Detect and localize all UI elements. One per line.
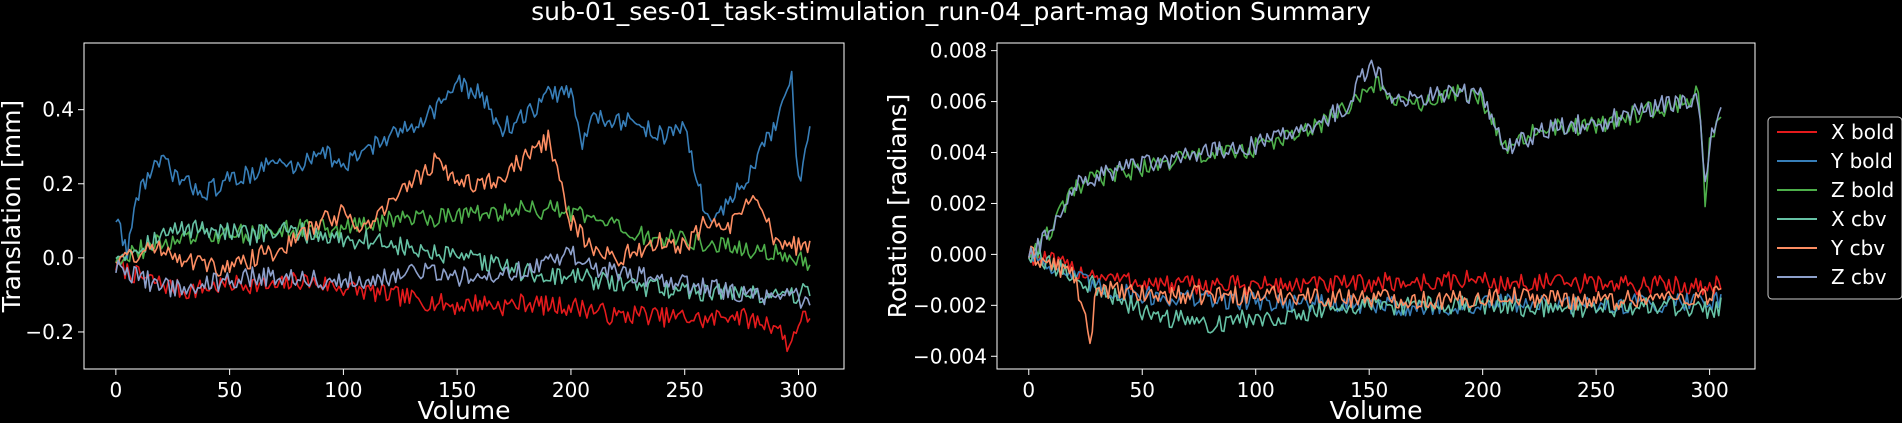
legend-item-y-cbv: Y cbv	[1777, 236, 1885, 260]
rotation-plot: 0 50 100 150 200 250 300 −0.004 −0.002 0.000 0.002…	[883, 39, 1756, 423]
translation-x-tick-label: 250	[666, 378, 704, 402]
translation-series-z-bold	[115, 199, 811, 271]
translation-y-tick-label: −0.2	[25, 320, 74, 344]
legend-label: X cbv	[1831, 207, 1887, 231]
translation-y-tick-label: 0.2	[42, 172, 74, 196]
translation-series-y-cbv	[115, 129, 811, 277]
rotation-series-z-cbv	[1028, 59, 1722, 259]
legend-label: Y cbv	[1830, 236, 1885, 260]
rotation-y-tick-label: 0.002	[930, 191, 987, 215]
rotation-y-tick-label: 0.008	[930, 39, 987, 63]
rotation-x-tick-label: 250	[1577, 378, 1615, 402]
translation-x-tick-label: 50	[217, 378, 242, 402]
rotation-x-tick-label: 100	[1237, 378, 1275, 402]
rotation-x-tick-label: 50	[1130, 378, 1155, 402]
translation-y-axis-label: Translation [mm]	[0, 100, 26, 313]
legend-label: Z cbv	[1831, 265, 1887, 289]
rotation-series-x-bold	[1028, 250, 1722, 296]
legend-label: Y bold	[1830, 149, 1893, 173]
legend-label: Z bold	[1831, 178, 1894, 202]
rotation-series-y-cbv	[1028, 245, 1722, 345]
translation-series-z-cbv	[115, 245, 811, 309]
translation-x-tick-label: 200	[552, 378, 590, 402]
legend-item-z-cbv: Z cbv	[1777, 265, 1887, 289]
rotation-y-tick-label: −0.002	[913, 293, 987, 317]
rotation-y-tick-label: 0.004	[930, 141, 987, 165]
rotation-series-x-cbv	[1028, 247, 1722, 334]
translation-x-tick-label: 0	[109, 378, 122, 402]
translation-y-tick-label: 0.4	[42, 98, 74, 122]
rotation-y-axis-label: Rotation [radians]	[883, 94, 912, 319]
rotation-y-tick-label: 0.006	[930, 90, 987, 114]
rotation-x-axis-label: Volume	[1330, 396, 1423, 423]
figure-title: sub-01_ses-01_task-stimulation_run-04_pa…	[531, 0, 1371, 26]
translation-plot: 0 50 100 150 200 250 300 −0.2 0.0 0.2 0.4 Volume T…	[0, 42, 845, 423]
translation-x-tick-label: 150	[438, 378, 476, 402]
legend-item-x-cbv: X cbv	[1777, 207, 1887, 231]
rotation-y-tick-label: −0.004	[913, 344, 987, 368]
translation-plot-frame	[83, 42, 845, 370]
translation-x-tick-label: 300	[779, 378, 817, 402]
legend-item-y-bold: Y bold	[1777, 149, 1893, 173]
rotation-series-z-bold	[1028, 75, 1722, 259]
rotation-x-tick-label: 200	[1464, 378, 1502, 402]
rotation-series-layer	[1028, 59, 1722, 345]
rotation-y-tick-label: 0.000	[930, 242, 987, 266]
rotation-plot-frame	[996, 42, 1756, 370]
translation-x-tick-label: 100	[324, 378, 362, 402]
translation-x-axis-label: Volume	[418, 396, 511, 423]
legend-box	[1767, 116, 1902, 300]
rotation-x-tick-label: 0	[1022, 378, 1035, 402]
legend-item-x-bold: X bold	[1777, 120, 1894, 144]
legend-label: X bold	[1831, 120, 1894, 144]
rotation-ticks: 0 50 100 150 200 250 300 −0.004 −0.002 0.000 0.002…	[913, 39, 1729, 402]
legend: X bold Y bold Z bold X cbv Y cbv Z cbv	[1767, 116, 1902, 300]
translation-series-layer	[115, 70, 811, 353]
translation-y-tick-label: 0.0	[42, 246, 74, 270]
legend-item-z-bold: Z bold	[1777, 178, 1894, 202]
rotation-x-tick-label: 150	[1350, 378, 1388, 402]
translation-series-x-bold	[115, 257, 811, 353]
translation-series-y-bold	[115, 70, 811, 261]
translation-ticks: 0 50 100 150 200 250 300 −0.2 0.0 0.2 0.4	[25, 98, 817, 402]
rotation-x-tick-label: 300	[1691, 378, 1729, 402]
